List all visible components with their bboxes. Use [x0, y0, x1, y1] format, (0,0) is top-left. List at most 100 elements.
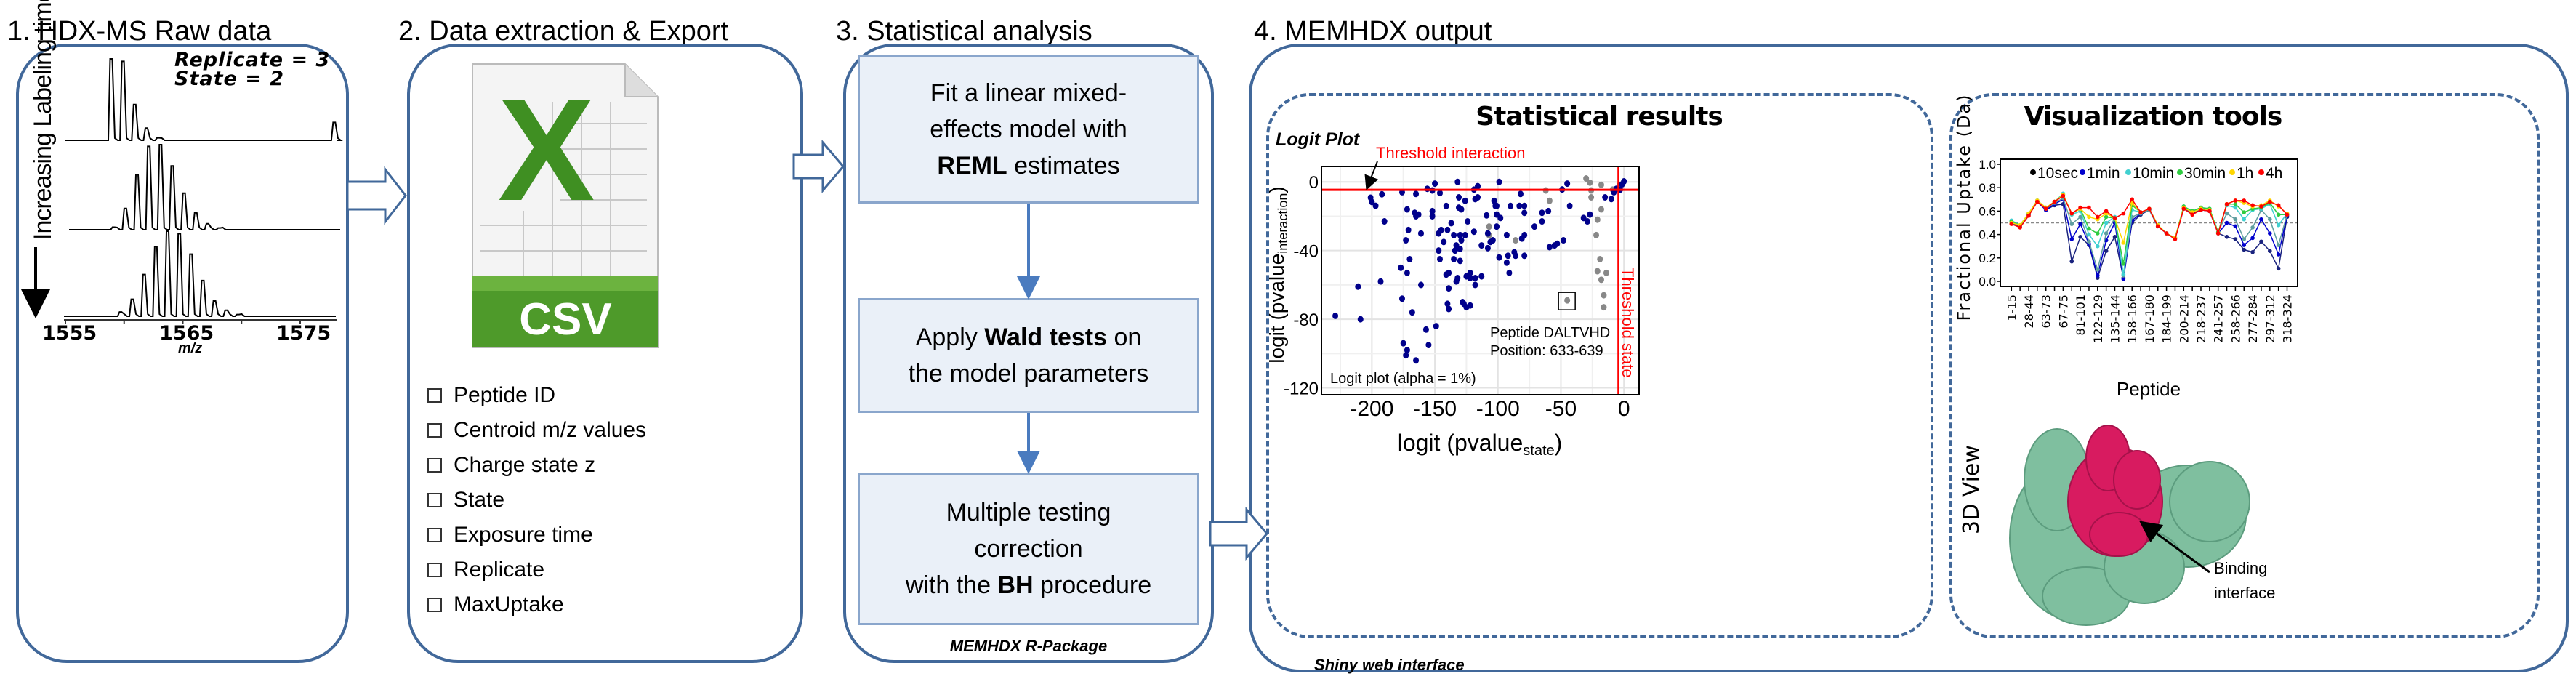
checkbox-icon	[427, 528, 442, 542]
significant-point	[1470, 228, 1477, 236]
memhdx-output-panel	[1249, 44, 2569, 672]
significant-point	[1462, 197, 1468, 204]
significant-point	[1446, 285, 1452, 292]
series-point	[2242, 210, 2247, 214]
non-significant-point	[1598, 206, 1604, 213]
significant-point	[1398, 264, 1404, 271]
reml-model-box: Fit a linear mixed- effects model with R…	[858, 55, 1199, 204]
field-label: MaxUptake	[454, 592, 564, 616]
series-point	[2268, 231, 2272, 236]
significant-point	[1508, 202, 1514, 209]
box-line: with the BH procedure	[860, 567, 1197, 603]
non-significant-point	[1587, 179, 1593, 186]
mz-tick-1575: 1575	[276, 322, 331, 345]
series-point	[2078, 214, 2082, 220]
series-point	[2259, 239, 2263, 244]
significant-point	[1456, 193, 1462, 201]
step4-title: 4. MEMHDX output	[1254, 16, 1492, 47]
x-tick-label: 28-44	[2022, 294, 2036, 329]
significant-point	[1433, 323, 1439, 330]
y-tick-label: -80	[1293, 310, 1319, 330]
significant-point	[1357, 316, 1364, 323]
logit-plot-title: Logit Plot	[1276, 129, 1360, 150]
series-point	[2130, 197, 2134, 202]
series-point	[2104, 220, 2109, 225]
field-label: Charge state z	[454, 453, 596, 477]
significant-point	[1422, 326, 1429, 333]
series-point	[2250, 225, 2255, 230]
non-significant-point	[1546, 197, 1553, 204]
significant-point	[1425, 342, 1432, 349]
significant-point	[1355, 283, 1361, 290]
series-point	[2121, 272, 2126, 277]
significant-point	[1436, 247, 1442, 254]
y-tick-label: 0.6	[1979, 204, 1996, 218]
box-line: REML estimates	[860, 148, 1197, 184]
series-point	[2112, 216, 2117, 220]
significant-point	[1467, 274, 1473, 281]
statistical-results-title: Statistical results	[1476, 102, 1723, 132]
series-point	[2026, 214, 2031, 218]
x-tick-label: 297-312	[2263, 294, 2277, 343]
csv-file-icon: X CSV	[472, 63, 659, 348]
significant-point	[1587, 211, 1593, 218]
non-significant-point	[1486, 223, 1492, 230]
box-text: on	[1107, 324, 1142, 351]
series-point	[2224, 235, 2229, 239]
box-line: Fit a linear mixed-	[930, 79, 1127, 107]
x-tick-label: -100	[1476, 397, 1520, 421]
series-point	[2096, 214, 2100, 220]
series-point	[2233, 237, 2238, 241]
series-point	[2233, 217, 2238, 222]
statistical-analysis-panel	[843, 44, 1214, 663]
significant-point	[1496, 178, 1502, 185]
series-point	[2078, 235, 2082, 239]
non-significant-point	[1601, 292, 1607, 299]
series-point	[2233, 205, 2238, 210]
field-item: Peptide ID	[427, 378, 646, 413]
x-axis-label: Peptide	[2117, 378, 2181, 400]
y-axis-label: logit (pvalueinteraction)	[1265, 186, 1290, 363]
significant-point	[1478, 273, 1485, 280]
series-point	[2224, 220, 2229, 225]
significant-point	[1409, 309, 1415, 316]
y-tick-label: 0.0	[1979, 275, 1996, 289]
x-tick-label: 158-166	[2125, 294, 2139, 343]
series-point	[2069, 259, 2074, 264]
significant-point	[1404, 269, 1410, 276]
series-point	[2173, 237, 2178, 241]
legend-marker	[2080, 169, 2085, 175]
threshold-state-label: Threshold state	[1619, 268, 1637, 378]
significant-point	[1465, 218, 1471, 225]
series-point	[2242, 217, 2247, 222]
mz-tick-1565: 1565	[159, 322, 214, 345]
non-significant-point	[1601, 304, 1607, 311]
field-item: Exposure time	[427, 518, 646, 553]
significant-point	[1372, 202, 1379, 209]
series-point	[2043, 206, 2048, 211]
mz-tick-1555: 1555	[42, 322, 97, 345]
plot-frame	[1321, 166, 1640, 395]
significant-point	[1446, 269, 1452, 276]
significant-point	[1521, 252, 1528, 260]
field-item: MaxUptake	[427, 587, 646, 622]
significant-point	[1406, 255, 1413, 262]
significant-point	[1404, 347, 1410, 354]
protein-3d-structure	[2009, 425, 2250, 626]
box-text: estimates	[1007, 152, 1120, 180]
significant-point	[1417, 281, 1424, 289]
significant-point	[1484, 212, 1490, 219]
series-point	[2078, 222, 2082, 226]
x-axis-label-sub: state	[1523, 443, 1554, 459]
x-tick-label: 1-15	[2005, 294, 2018, 321]
non-significant-point	[1603, 269, 1609, 276]
series-point	[2096, 268, 2100, 272]
x-tick-label: 167-180	[2143, 294, 2157, 343]
x-tick-label: 135-144	[2109, 294, 2122, 343]
significant-point	[1444, 226, 1451, 233]
step2-title: 2. Data extraction & Export	[398, 16, 729, 47]
series-point	[2096, 231, 2100, 236]
series-point	[2285, 212, 2290, 217]
x-axis-label: logit (pvaluestate)	[1398, 430, 1563, 459]
significant-point	[1513, 252, 1519, 260]
